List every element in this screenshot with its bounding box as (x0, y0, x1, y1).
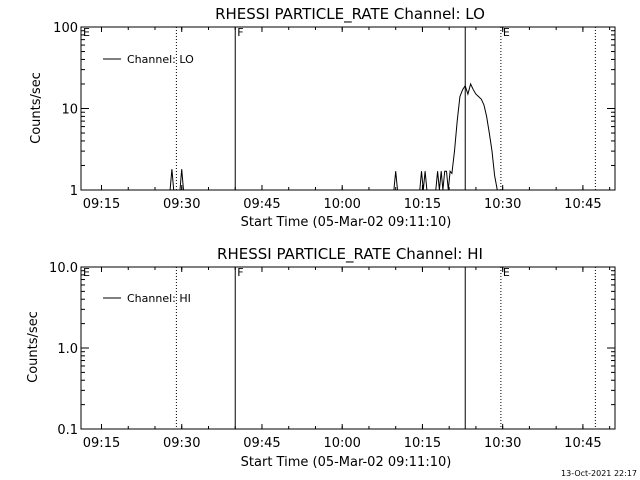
marker-label: E (503, 266, 510, 279)
y-tick-label: 1 (70, 184, 78, 199)
x-tick-label: 09:15 (83, 436, 120, 451)
x-tick-label: 10:45 (564, 436, 601, 451)
x-tick-label: 09:45 (243, 436, 280, 451)
x-tick-label: 10:15 (404, 436, 441, 451)
x-tick-label: 09:30 (163, 436, 200, 451)
marker-label: E (83, 266, 90, 279)
x-tick-label: 09:15 (83, 197, 120, 212)
axis-ticks: 09:15 09:30 09:45 10:00 10:15 10:30 10:45 0.1 1.… (49, 261, 615, 451)
x-tick-label: 10:00 (323, 436, 360, 451)
marker-label: E (83, 26, 90, 39)
y-axis-label: Counts/sec (26, 311, 41, 383)
chart-panel-lo: RHESSI PARTICLE_RATE Channel: LO Counts/… (29, 5, 616, 230)
chart-panel-hi: RHESSI PARTICLE_RATE Channel: HI Counts/… (26, 245, 616, 470)
x-tick-label: 10:45 (564, 197, 601, 212)
y-tick-label: 10.0 (49, 261, 78, 276)
marker-label: F (237, 26, 243, 39)
x-tick-label: 09:45 (243, 197, 280, 212)
x-axis-label: Start Time (05-Mar-02 09:11:10) (241, 215, 452, 230)
x-tick-label: 10:30 (484, 197, 521, 212)
chart-title: RHESSI PARTICLE_RATE Channel: LO (215, 5, 485, 24)
y-axis-label: Counts/sec (29, 72, 44, 144)
chart-title: RHESSI PARTICLE_RATE Channel: HI (217, 245, 483, 264)
x-axis-label: Start Time (05-Mar-02 09:11:10) (241, 455, 452, 470)
x-tick-label: 10:15 (404, 197, 441, 212)
legend-label: Channel: LO (127, 53, 194, 66)
x-tick-label: 10:00 (323, 197, 360, 212)
plot-frame (80, 266, 616, 430)
legend-label: Channel: HI (127, 292, 191, 305)
marker-label: E (503, 26, 510, 39)
y-tick-label: 10 (61, 103, 78, 118)
x-tick-label: 09:30 (163, 197, 200, 212)
axis-ticks: 09:15 09:30 09:45 10:00 10:15 10:30 10:45 1 10 10… (53, 21, 615, 212)
marker-label: F (237, 266, 243, 279)
timestamp: 13-Oct-2021 22:17 (561, 469, 637, 478)
y-tick-label: 100 (53, 21, 78, 36)
plot-frame (80, 26, 616, 191)
y-tick-label: 1.0 (57, 342, 78, 357)
x-tick-label: 10:30 (484, 436, 521, 451)
y-tick-label: 0.1 (57, 423, 78, 438)
